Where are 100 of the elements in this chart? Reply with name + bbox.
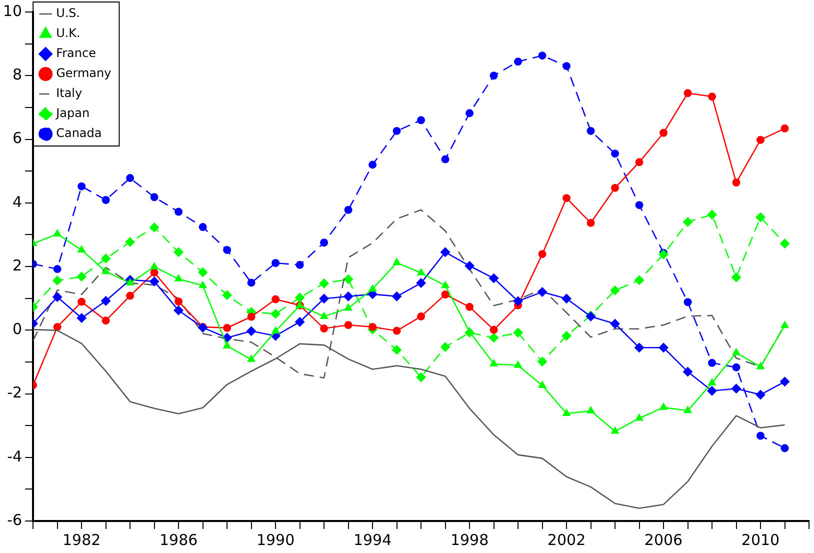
point [562, 330, 572, 341]
y-tick-label: -2 [7, 384, 22, 402]
point [634, 342, 644, 353]
point [247, 312, 256, 321]
x-tick-label: 2002 [547, 530, 586, 549]
point [271, 326, 280, 334]
legend-label: Italy [56, 86, 82, 100]
legend-label: France [56, 46, 96, 60]
point [392, 326, 401, 335]
point [416, 372, 426, 382]
point [756, 362, 765, 370]
point [514, 360, 522, 368]
point [392, 344, 402, 355]
point [174, 247, 184, 258]
point [732, 178, 740, 187]
point [756, 136, 765, 144]
point [223, 324, 232, 332]
point [198, 267, 208, 278]
y-tick-label: -4 [7, 447, 22, 466]
point [222, 290, 232, 300]
point [76, 272, 87, 282]
point [635, 201, 644, 210]
point [174, 297, 183, 306]
point [513, 328, 524, 338]
point [296, 260, 304, 269]
point [53, 229, 62, 237]
point [465, 326, 474, 334]
x-tick-label: 1994 [353, 530, 392, 549]
point [488, 332, 499, 343]
point [76, 313, 87, 324]
point [464, 260, 475, 271]
legend-label: Japan [55, 106, 90, 120]
point [320, 238, 328, 247]
point [756, 432, 765, 440]
point [100, 296, 111, 306]
x-tick-label: 1990 [256, 530, 295, 549]
point [707, 386, 718, 396]
point [756, 390, 766, 400]
point [272, 295, 280, 304]
point [660, 128, 668, 137]
point [441, 155, 450, 164]
point [610, 285, 620, 296]
point [586, 218, 595, 227]
point [756, 212, 766, 222]
point [417, 116, 426, 124]
point [780, 238, 790, 249]
point [732, 348, 741, 356]
point [102, 196, 110, 204]
point [272, 259, 280, 267]
point [658, 249, 669, 260]
point [488, 273, 499, 284]
legend-label: U.K. [56, 26, 80, 40]
x-tick-label: 1982 [62, 530, 101, 549]
point [223, 246, 232, 254]
point [708, 378, 716, 386]
point [659, 402, 668, 410]
legend-label: Canada [56, 126, 102, 140]
point [780, 376, 790, 387]
point [731, 384, 742, 394]
point [246, 354, 256, 362]
point [126, 174, 134, 182]
point [610, 426, 620, 434]
point [246, 326, 256, 336]
point [731, 272, 742, 282]
point [708, 358, 716, 367]
point [611, 150, 620, 158]
point [368, 160, 377, 169]
point [294, 316, 305, 327]
point [174, 208, 183, 216]
y-tick-label: 2 [12, 256, 22, 274]
point [270, 308, 281, 319]
point [149, 276, 160, 286]
point [658, 342, 669, 353]
point [440, 342, 450, 352]
point [198, 280, 208, 288]
point [514, 58, 522, 66]
point [635, 158, 644, 166]
point [198, 223, 207, 232]
point [537, 286, 548, 297]
point [368, 322, 377, 331]
point [100, 254, 111, 264]
point [634, 275, 644, 286]
point [490, 72, 498, 80]
point [77, 244, 86, 252]
point [294, 292, 305, 303]
point [562, 194, 571, 202]
point [247, 278, 256, 287]
point [780, 320, 790, 328]
point [392, 258, 402, 266]
y-tick-label: 10 [2, 2, 22, 20]
point [562, 294, 572, 304]
point [319, 294, 330, 304]
point [562, 408, 571, 416]
point [126, 292, 134, 300]
point [343, 274, 354, 284]
point [538, 250, 546, 258]
point [634, 413, 644, 421]
point [416, 268, 426, 276]
point [489, 358, 498, 366]
x-tick-label: 2006 [644, 530, 683, 549]
